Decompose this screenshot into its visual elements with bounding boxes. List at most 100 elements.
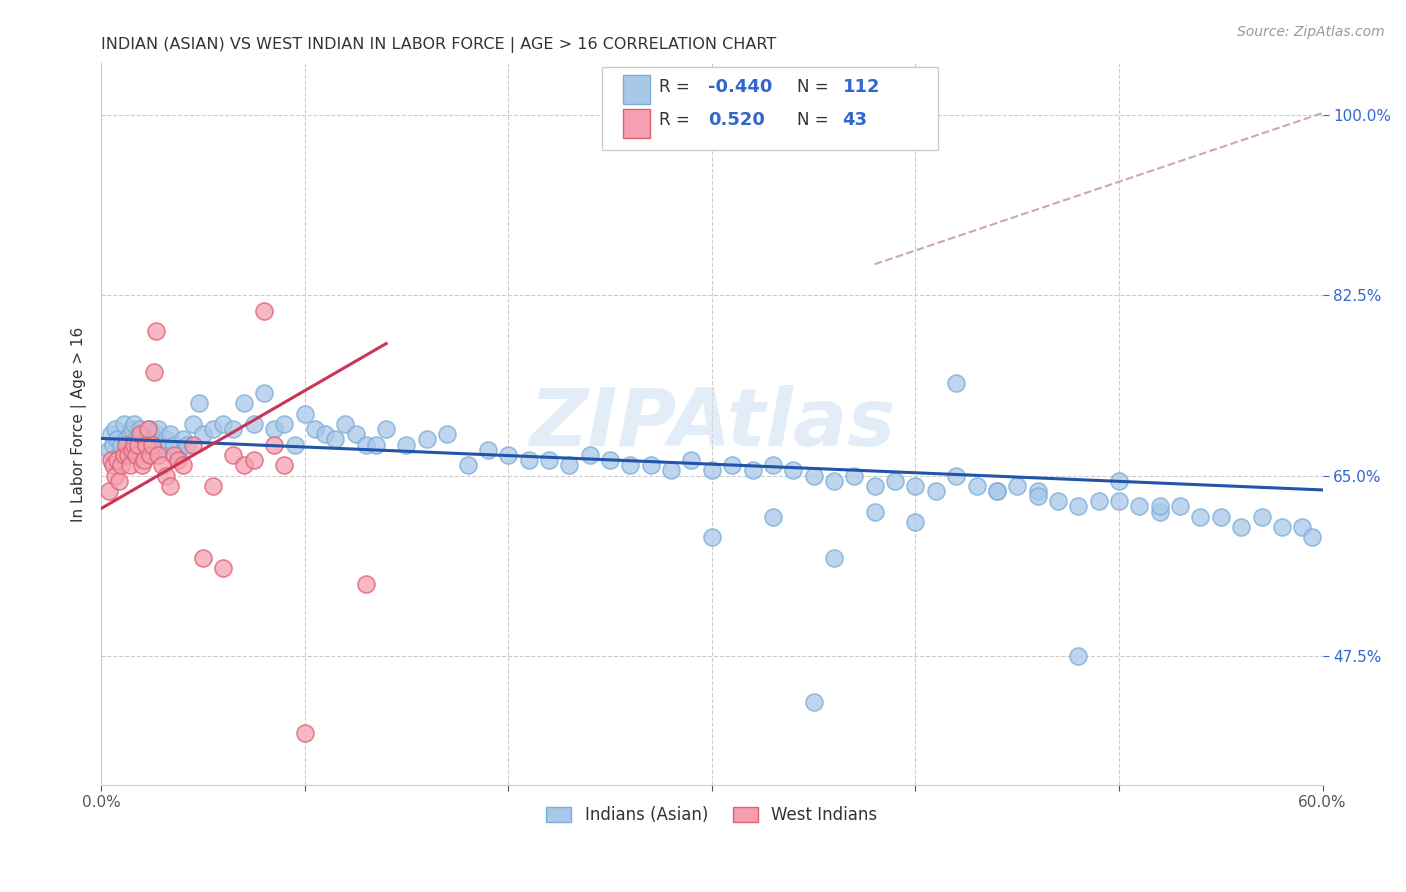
Point [122,437,145,451]
Point [176,437,198,451]
Point [273,458,295,473]
Point [143,433,166,447]
Point [782,463,804,477]
Point [143,366,166,380]
Point [121,442,143,457]
Point [1026,483,1049,498]
Text: N =: N = [797,112,834,129]
Point [181,437,204,451]
Point [141,437,163,451]
Point [578,448,600,462]
Point [314,427,336,442]
Point [141,437,163,451]
Point [107,453,129,467]
Point [823,474,845,488]
Point [110,458,132,473]
Point [1271,520,1294,534]
Y-axis label: In Labor Force | Age > 16: In Labor Force | Age > 16 [72,326,87,522]
Text: ZIPAtlas: ZIPAtlas [529,385,896,463]
Legend: Indians (Asian), West Indians: Indians (Asian), West Indians [540,799,884,830]
Point [283,437,305,451]
Point [98,483,121,498]
Point [155,468,177,483]
Point [181,417,204,431]
Point [904,479,927,493]
Point [191,427,214,442]
Point [125,433,148,447]
Point [1230,520,1253,534]
Point [1128,500,1150,514]
Point [202,422,225,436]
Point [354,437,377,451]
Point [117,442,139,457]
Point [127,437,149,451]
Point [537,453,560,467]
Point [263,422,285,436]
Point [222,422,245,436]
Point [127,437,149,451]
Point [104,422,127,436]
Point [135,433,157,447]
Point [1209,509,1232,524]
Point [904,515,927,529]
Point [1149,505,1171,519]
Point [114,433,136,447]
Point [191,551,214,566]
Point [762,509,785,524]
Point [1149,500,1171,514]
Point [118,427,141,442]
Point [139,422,162,436]
Point [172,433,194,447]
Text: 43: 43 [842,112,868,129]
Point [114,437,136,451]
Point [741,463,763,477]
Point [253,303,276,318]
Point [354,576,377,591]
Point [135,437,157,451]
Point [136,427,159,442]
Point [1108,474,1130,488]
Point [681,453,703,467]
Point [167,448,190,462]
Point [155,433,177,447]
Point [925,483,948,498]
Point [167,453,190,467]
Point [558,458,581,473]
Point [117,448,139,462]
Point [146,448,169,462]
Point [212,417,235,431]
Point [145,324,167,338]
Point [364,437,387,451]
Point [294,726,316,740]
Point [700,463,723,477]
Point [145,427,167,442]
Point [131,458,153,473]
Bar [623,76,650,104]
Text: R =: R = [659,78,696,96]
Point [139,448,162,462]
Point [150,437,173,451]
Point [112,448,135,462]
Point [131,448,153,462]
Point [232,458,254,473]
Point [323,433,346,447]
Point [128,422,150,436]
Point [477,442,499,457]
Point [108,474,131,488]
Point [1301,530,1323,544]
Point [132,437,155,451]
Point [1291,520,1313,534]
Point [1005,479,1028,493]
Point [118,458,141,473]
Point [986,483,1008,498]
Text: 112: 112 [842,78,880,96]
Point [163,437,186,451]
Point [1087,494,1109,508]
Point [884,474,907,488]
Point [945,376,967,390]
Point [263,437,285,451]
Point [122,417,145,431]
Point [823,551,845,566]
Point [107,433,129,447]
Point [108,448,131,462]
